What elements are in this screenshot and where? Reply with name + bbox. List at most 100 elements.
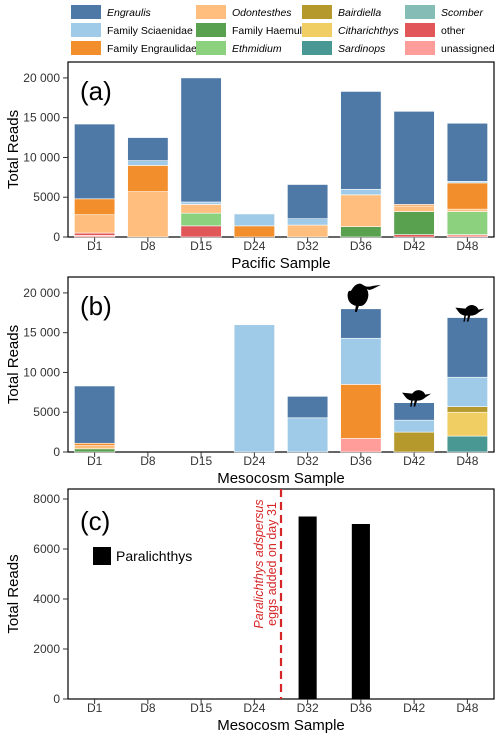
y-tick-label: 10 000 [23,365,60,379]
plot-frame [67,61,495,238]
y-tick-label: 6000 [33,542,60,556]
legend-label: Scomber [441,7,484,19]
legend-swatch [302,5,332,19]
x-tick-label: D1 [87,454,103,468]
y-tick-label: 0 [53,445,60,459]
bar-segment-d42-odontesthes [393,205,435,212]
bars [74,77,488,238]
legend-swatch [405,23,435,37]
bar-segment-d36-family-sciaenidae [340,188,382,196]
seabird-icon [455,304,485,322]
y-tick-label: 10 000 [23,150,60,164]
y-tick-label: 5000 [33,405,60,419]
y-tick-label: 0 [53,230,60,244]
x-tick-label: D42 [403,454,425,468]
y-tick-label: 2000 [33,642,60,656]
panel-label: (a) [80,76,112,106]
bar-segment-d48-bairdiella [446,406,488,413]
bar-segment-d15-ethmidium [180,212,222,227]
annotation-species: Paralichthys adspersus [252,499,266,628]
pelican-icon [347,283,381,312]
legend-entry-family-sciaenidae: Family Sciaenidae [71,23,193,37]
bar-segment-d8-odontesthes [127,191,169,238]
bar-segment-d1-family-engraulidae [74,198,116,216]
bar-segment-d36-unassigned [340,438,382,453]
bar-segment-d42-bairdiella [393,431,435,453]
y-tick-label: 5000 [33,190,60,204]
legend-swatch [405,5,435,19]
bar-segment-d24-family-sciaenidae [233,213,275,227]
legend-swatch [196,41,226,55]
x-tick-label: D36 [350,454,372,468]
panel-label: (c) [80,506,110,536]
x-tick-label: D24 [243,454,265,468]
bar-segment-d32-family-sciaenidae [287,417,329,453]
legend-label: unassigned [441,43,495,55]
annotation-note: eggs added on day 31 [265,502,279,626]
legend-entry-odontesthes: Odontesthes [196,5,292,19]
seabird-icon [402,390,432,407]
legend-label: Engraulis [107,7,152,19]
panel-label: (b) [80,291,112,321]
legend-entry-other: other [405,23,465,37]
bar-segment-d32-odontesthes [287,224,329,238]
bar-segment-d24-family-sciaenidae [233,324,275,453]
legend-entry-family-haemulidae: Family Haemulidae [196,23,322,37]
panel-b: 0 5000 10 000 15 000 20 000 D1 D8 D15 D24 D32 D36 D… [5,276,495,487]
legend-swatch-paralichthys [93,547,111,565]
y-tick-label: 0 [53,692,60,706]
x-tick-label: D15 [190,701,212,715]
bars [74,308,488,453]
bar-segment-d42-family-sciaenidae [393,419,435,433]
x-tick-label: D8 [140,454,156,468]
legend-swatch [71,41,101,55]
legend-label: Odontesthes [232,7,292,19]
bar-segment-d42-family-haemulidae [393,211,435,235]
legend-swatch [302,41,332,55]
x-tick-label: D48 [456,701,478,715]
legend-label: Family Engraulidae [107,43,197,55]
legend-label: Family Haemulidae [232,25,322,37]
x-tick-label: D32 [297,239,319,253]
bar-segment-d36-family-sciaenidae [340,337,382,385]
bar-segment-d15-engraulis [180,77,222,203]
bar-segment-d8-engraulis [127,137,169,161]
bar-segment-d42-engraulis [393,402,435,421]
bar-segment-d48-engraulis [446,317,488,378]
bar-segment-d48-sardinops [446,435,488,453]
bar-segment-d48-engraulis [446,122,488,182]
bar-segment-d36-paralichthys [351,524,370,699]
x-tick-label: D24 [243,239,265,253]
legend-entry-scomber: Scomber [405,5,484,19]
x-tick-label: D32 [297,454,319,468]
y-axis-title: Total Reads [5,554,22,633]
bar-segment-d36-family-engraulidae [340,384,382,439]
panel-c-legend: Paralichthys [93,547,192,565]
panel-a: 0 5000 10 000 15 000 20 000 D1 D8 D15 D24 D32 D36 D… [5,61,495,272]
legend-label: Ethmidium [232,43,282,55]
legend-label: Bairdiella [338,7,381,19]
plot-frame [67,276,495,453]
x-tick-label: D36 [350,239,372,253]
y-axis-title: Total Reads [5,325,22,404]
bar-segment-d1-family-engraulidae [74,442,116,446]
bar-segment-d48-family-sciaenidae [446,376,488,407]
bar-segment-d48-unassigned [446,234,488,238]
legend-label: other [441,25,465,37]
bar-segment-d15-family-sciaenidae [180,201,222,205]
bar-segment-d48-citharichthys [446,411,488,437]
legend-swatch [71,5,101,19]
x-tick-label: D48 [456,239,478,253]
y-tick-label: 15 000 [23,111,60,125]
bar-segment-d15-other [180,225,222,238]
bar-segment-d32-paralichthys [298,516,317,699]
x-tick-label: D8 [140,239,156,253]
x-tick-label: D48 [456,454,478,468]
panel-c: 0 2000 4000 6000 8000 D1 D8 D15 D24 D32 D36 D42 D48 M… [5,488,495,734]
x-tick-label: D1 [87,701,103,715]
legend-entry-ethmidium: Ethmidium [196,41,282,55]
bar-segment-d1-odontesthes [74,214,116,234]
legend-swatch [196,23,226,37]
legend-swatch [71,23,101,37]
